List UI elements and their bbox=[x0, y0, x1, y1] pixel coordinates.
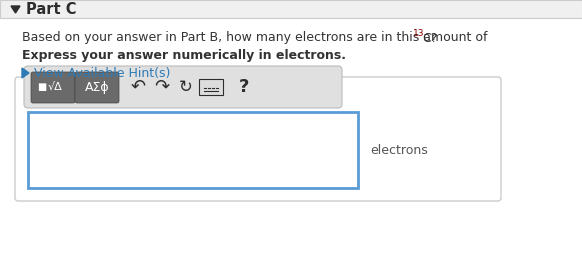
Text: ?: ? bbox=[239, 78, 249, 96]
Text: AΣϕ: AΣϕ bbox=[85, 80, 109, 93]
Text: ■: ■ bbox=[37, 82, 47, 92]
Text: Part C: Part C bbox=[26, 2, 76, 16]
Text: View Available Hint(s): View Available Hint(s) bbox=[34, 67, 171, 80]
Text: electrons: electrons bbox=[370, 144, 428, 156]
FancyBboxPatch shape bbox=[31, 72, 75, 103]
FancyBboxPatch shape bbox=[75, 72, 119, 103]
Text: Based on your answer in Part B, how many electrons are in this amount of: Based on your answer in Part B, how many… bbox=[22, 31, 492, 45]
FancyBboxPatch shape bbox=[28, 112, 358, 188]
Text: 13: 13 bbox=[413, 29, 424, 38]
Text: ↻: ↻ bbox=[179, 78, 193, 96]
Text: C?: C? bbox=[422, 31, 438, 45]
Text: √Δ: √Δ bbox=[48, 82, 62, 92]
FancyBboxPatch shape bbox=[15, 77, 501, 201]
FancyBboxPatch shape bbox=[199, 79, 223, 95]
Text: ↷: ↷ bbox=[154, 78, 169, 96]
FancyBboxPatch shape bbox=[24, 66, 342, 108]
Polygon shape bbox=[11, 6, 20, 13]
Polygon shape bbox=[22, 68, 29, 78]
Text: Express your answer numerically in electrons.: Express your answer numerically in elect… bbox=[22, 49, 346, 62]
FancyBboxPatch shape bbox=[0, 0, 582, 18]
Text: ↶: ↶ bbox=[130, 78, 146, 96]
